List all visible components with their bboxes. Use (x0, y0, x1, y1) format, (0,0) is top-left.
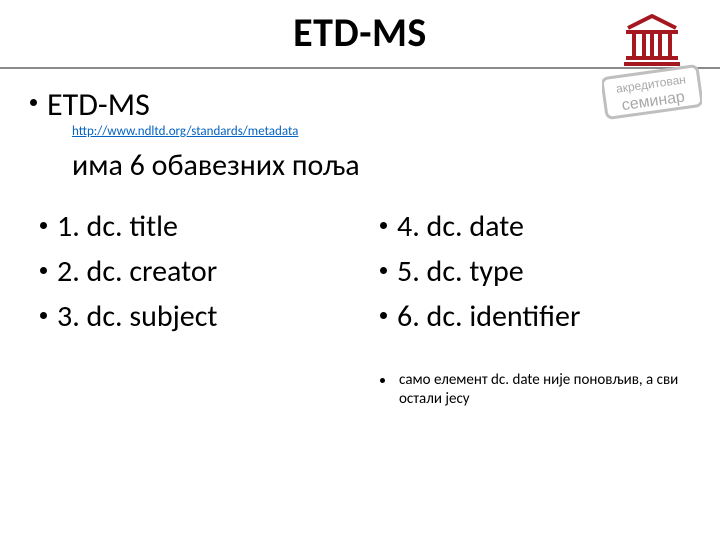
field-label: 2. dc. creator (57, 253, 217, 290)
heading-row: ETD-MS (30, 85, 690, 124)
bullet-icon (380, 222, 387, 229)
list-item: 6. dc. identifier (380, 298, 680, 335)
bullet-icon (380, 378, 385, 383)
bullet-icon (30, 99, 37, 106)
list-item: 5. dc. type (380, 253, 680, 290)
field-label: 1. dc. title (57, 208, 178, 245)
field-label: 5. dc. type (397, 253, 524, 290)
heading-text: ETD-MS (47, 85, 150, 124)
fields-columns: 1. dc. title 2. dc. creator 3. dc. subje… (30, 208, 690, 409)
bullet-icon (40, 222, 47, 229)
slide: ETD-MS акредитован семинар (0, 0, 720, 540)
bullet-icon (380, 312, 387, 319)
right-column: 4. dc. date 5. dc. type 6. dc. identifie… (380, 208, 680, 409)
note-text: само елемент dc. date није поновљив, а с… (399, 371, 680, 409)
list-item: 2. dc. creator (40, 253, 340, 290)
field-label: 6. dc. identifier (397, 298, 580, 335)
bullet-icon (380, 267, 387, 274)
bullet-icon (40, 312, 47, 319)
subheading-text: има 6 обавезних поља (72, 147, 690, 184)
left-column: 1. dc. title 2. dc. creator 3. dc. subje… (40, 208, 340, 409)
list-item: 4. dc. date (380, 208, 680, 245)
list-item: 1. dc. title (40, 208, 340, 245)
field-label: 4. dc. date (397, 208, 524, 245)
field-label: 3. dc. subject (57, 298, 217, 335)
note-row: само елемент dc. date није поновљив, а с… (380, 371, 680, 409)
list-item: 3. dc. subject (40, 298, 340, 335)
metadata-link[interactable]: http://www.ndltd.org/standards/metadata (72, 124, 690, 139)
bullet-icon (40, 267, 47, 274)
seminar-logo: акредитован семинар (602, 4, 702, 120)
